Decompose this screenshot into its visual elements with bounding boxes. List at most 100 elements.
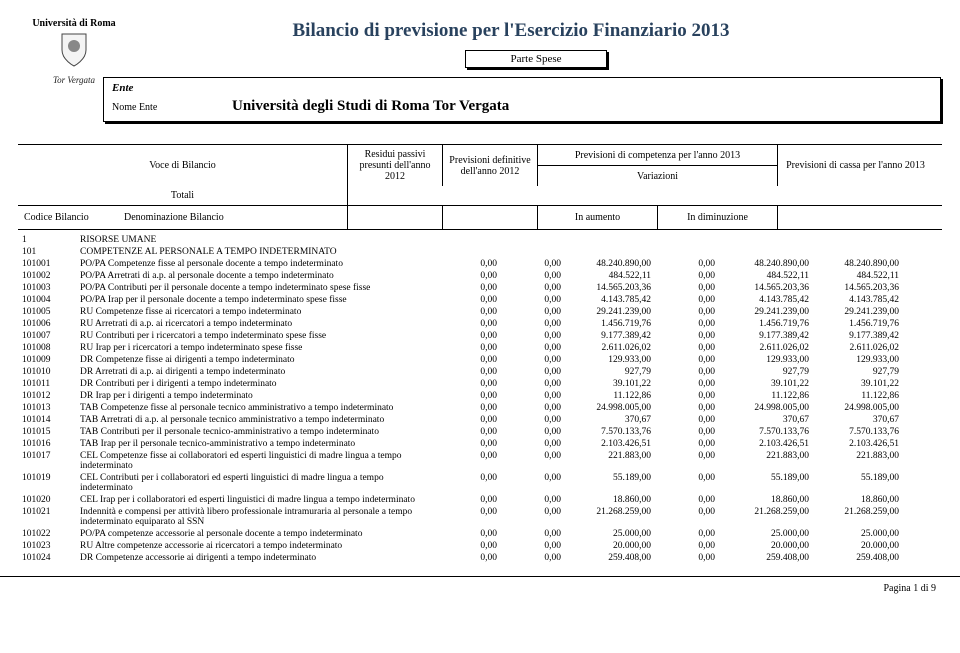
- row-c2: 0,00: [501, 366, 565, 378]
- row-desc: PO/PA Contributi per il personale docent…: [76, 282, 431, 294]
- row-c1: 0,00: [431, 330, 501, 342]
- row-code: 101020: [18, 494, 76, 506]
- row-c6: 259.408,00: [813, 552, 903, 564]
- section-name: RISORSE UMANE: [76, 234, 431, 246]
- row-c2: 0,00: [501, 552, 565, 564]
- row-c3: 39.101,22: [565, 378, 655, 390]
- row-code: 101011: [18, 378, 76, 390]
- hdr-denom: Denominazione Bilancio: [118, 206, 348, 229]
- row-c3: 4.143.785,42: [565, 294, 655, 306]
- row-c4: 0,00: [655, 378, 719, 390]
- row-desc: Indennità e compensi per attività libero…: [76, 506, 431, 528]
- row-c6: 129.933,00: [813, 354, 903, 366]
- row-c2: 0,00: [501, 258, 565, 270]
- row-c3: 259.408,00: [565, 552, 655, 564]
- row-c1: 0,00: [431, 506, 501, 518]
- row-c5: 29.241.239,00: [719, 306, 813, 318]
- table-row: 101003PO/PA Contributi per il personale …: [18, 282, 942, 294]
- row-c3: 221.883,00: [565, 450, 655, 462]
- row-c2: 0,00: [501, 342, 565, 354]
- row-c4: 0,00: [655, 294, 719, 306]
- row-code: 101015: [18, 426, 76, 438]
- row-c6: 25.000,00: [813, 528, 903, 540]
- table-row: 101004PO/PA Irap per il personale docent…: [18, 294, 942, 306]
- row-desc: DR Contributi per i dirigenti a tempo in…: [76, 378, 431, 390]
- row-code: 101003: [18, 282, 76, 294]
- row-code: 101019: [18, 472, 76, 484]
- row-c5: 2.103.426,51: [719, 438, 813, 450]
- row-c1: 0,00: [431, 528, 501, 540]
- row-c6: 484.522,11: [813, 270, 903, 282]
- row-code: 101016: [18, 438, 76, 450]
- row-desc: PO/PA competenze accessorie al personale…: [76, 528, 431, 540]
- hdr-aum: In aumento: [538, 206, 658, 229]
- row-c2: 0,00: [501, 438, 565, 450]
- row-c3: 29.241.239,00: [565, 306, 655, 318]
- row-c6: 21.268.259,00: [813, 506, 903, 518]
- row-c2: 0,00: [501, 414, 565, 426]
- row-code: 101008: [18, 342, 76, 354]
- row-c1: 0,00: [431, 414, 501, 426]
- row-c4: 0,00: [655, 450, 719, 462]
- row-c3: 129.933,00: [565, 354, 655, 366]
- hdr-blank1: [348, 206, 443, 229]
- row-c4: 0,00: [655, 282, 719, 294]
- row-code: 101014: [18, 414, 76, 426]
- table-row: 101012DR Irap per i dirigenti a tempo in…: [18, 390, 942, 402]
- row-c2: 0,00: [501, 330, 565, 342]
- table-row: 101007RU Contributi per i ricercatori a …: [18, 330, 942, 342]
- row-c6: 18.860,00: [813, 494, 903, 506]
- row-c6: 20.000,00: [813, 540, 903, 552]
- row-desc: TAB Arretrati di a.p. al personale tecni…: [76, 414, 431, 426]
- row-c3: 25.000,00: [565, 528, 655, 540]
- row-code: 101002: [18, 270, 76, 282]
- table-row: 101022PO/PA competenze accessorie al per…: [18, 528, 942, 540]
- row-c3: 55.189,00: [565, 472, 655, 484]
- row-c2: 0,00: [501, 540, 565, 552]
- row-c5: 370,67: [719, 414, 813, 426]
- row-c5: 129.933,00: [719, 354, 813, 366]
- row-code: 101004: [18, 294, 76, 306]
- hdr-blank2: [443, 206, 538, 229]
- row-c1: 0,00: [431, 258, 501, 270]
- row-c5: 11.122,86: [719, 390, 813, 402]
- row-c5: 25.000,00: [719, 528, 813, 540]
- row-c5: 21.268.259,00: [719, 506, 813, 518]
- table-row: 101019CEL Contributi per i collaboratori…: [18, 472, 942, 494]
- section-code: 101: [18, 246, 76, 258]
- row-desc: DR Competenze accessorie ai dirigenti a …: [76, 552, 431, 564]
- row-c4: 0,00: [655, 426, 719, 438]
- table-row: 101001PO/PA Competenze fisse al personal…: [18, 258, 942, 270]
- row-c4: 0,00: [655, 366, 719, 378]
- hdr-blank3: [778, 206, 933, 229]
- row-c4: 0,00: [655, 354, 719, 366]
- row-c3: 370,67: [565, 414, 655, 426]
- row-c3: 2.103.426,51: [565, 438, 655, 450]
- row-c5: 9.177.389,42: [719, 330, 813, 342]
- row-c4: 0,00: [655, 318, 719, 330]
- row-c1: 0,00: [431, 282, 501, 294]
- section-name: COMPETENZE AL PERSONALE A TEMPO INDETERM…: [76, 246, 431, 258]
- row-c6: 11.122,86: [813, 390, 903, 402]
- data-area: 1RISORSE UMANE101COMPETENZE AL PERSONALE…: [18, 234, 942, 564]
- section-row: 101COMPETENZE AL PERSONALE A TEMPO INDET…: [18, 246, 942, 258]
- row-c2: 0,00: [501, 306, 565, 318]
- row-desc: CEL Competenze fisse ai collaboratori ed…: [76, 450, 431, 472]
- row-desc: PO/PA Competenze fisse al personale doce…: [76, 258, 431, 270]
- ente-caption: Nome Ente: [112, 102, 232, 113]
- ente-label: Ente: [112, 82, 932, 94]
- row-c5: 221.883,00: [719, 450, 813, 462]
- row-c2: 0,00: [501, 426, 565, 438]
- row-c4: 0,00: [655, 472, 719, 484]
- row-code: 101017: [18, 450, 76, 462]
- table-row: 101023RU Altre competenze accessorie ai …: [18, 540, 942, 552]
- row-desc: TAB Irap per il personale tecnico-ammini…: [76, 438, 431, 450]
- row-c2: 0,00: [501, 390, 565, 402]
- page-footer: Pagina 1 di 9: [0, 576, 960, 598]
- table-row: 101020CEL Irap per i collaboratori ed es…: [18, 494, 942, 506]
- row-desc: PO/PA Irap per il personale docente a te…: [76, 294, 431, 306]
- row-c4: 0,00: [655, 330, 719, 342]
- row-c1: 0,00: [431, 354, 501, 366]
- table-row: 101006RU Arretrati di a.p. ai ricercator…: [18, 318, 942, 330]
- row-c6: 2.611.026,02: [813, 342, 903, 354]
